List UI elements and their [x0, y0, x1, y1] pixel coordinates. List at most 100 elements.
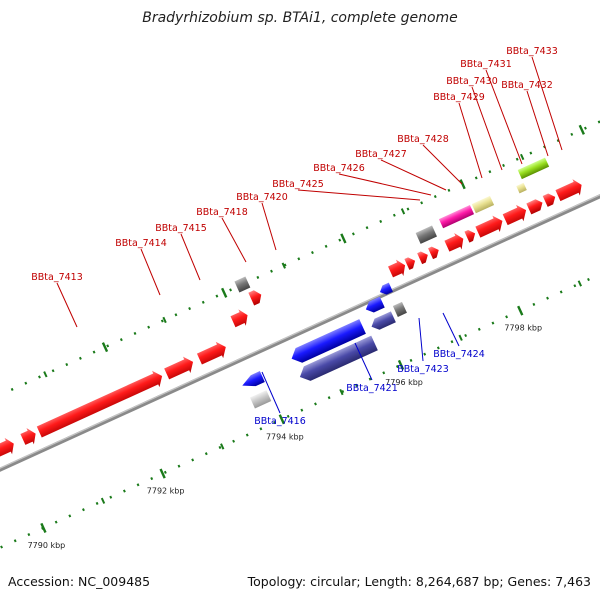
gene-label-7424[interactable]: BBta_7424 — [433, 349, 485, 360]
leader-line-7432 — [526, 90, 549, 157]
leader-line-7426 — [338, 173, 432, 196]
gene-box-khaki-small — [516, 182, 527, 194]
gene-box-gray-bbta-7420 — [234, 276, 251, 293]
gene-arrow-bbta-7431 — [475, 215, 503, 238]
gene-label-7428[interactable]: BBta_7428 — [397, 134, 449, 145]
major-ticks — [40, 124, 585, 533]
scale-labels: 7790 kbp 7792 kbp 7794 kbp 7796 kbp 7798 kbp… — [28, 324, 543, 550]
scale-tick-minor — [162, 316, 167, 324]
scale-tick — [578, 124, 585, 135]
leader-line-7427 — [380, 159, 447, 191]
gene-label-7425[interactable]: BBta_7425 — [272, 179, 324, 190]
leader-line-7421 — [354, 342, 373, 381]
scale-tick — [397, 359, 405, 370]
leader-line-7423 — [418, 317, 424, 362]
gene-arrow — [428, 246, 439, 260]
gene-arrow-bbta-7416 — [242, 371, 265, 387]
leader-line-7430 — [471, 86, 503, 171]
gene-arrow-bbta-7432 — [502, 204, 527, 226]
gene-arrow — [417, 251, 428, 265]
gene-arrow-bbta-7413 — [36, 370, 163, 438]
genome-summary: Topology: circular; Length: 8,264,687 bp… — [247, 574, 591, 589]
gene-label-7420[interactable]: BBta_7420 — [236, 192, 288, 203]
leader-line-7416 — [261, 371, 281, 414]
gene-labels-forward: BBta_7413 BBta_7414 BBta_7415 BBta_7418 BBta… — [31, 46, 558, 283]
scale-tick-minor — [281, 262, 286, 269]
gene-label-7433[interactable]: BBta_7433 — [506, 46, 558, 57]
scale-tick-minor — [43, 371, 48, 378]
genome-backbone-highlight — [0, 138, 600, 514]
scale-label: 7794 kbp — [266, 432, 304, 441]
gene-box-gray-bbta-7428 — [415, 225, 437, 244]
gene-arrow — [542, 193, 556, 207]
scale-tick — [159, 468, 166, 479]
gene-arrow-bbta-7423-a — [365, 296, 385, 313]
scale-tick-minor — [220, 443, 225, 450]
gene-label-7430[interactable]: BBta_7430 — [446, 76, 498, 87]
leader-line-7413 — [56, 282, 78, 328]
scale-tick — [340, 233, 347, 244]
scale-tick-minor — [458, 334, 463, 341]
scale-tick-minor — [577, 280, 582, 287]
scale-label: 7798 kbp — [504, 324, 542, 333]
genome-backbone — [0, 138, 600, 516]
gene-label-7427[interactable]: BBta_7427 — [355, 149, 407, 160]
scale-tick — [278, 414, 285, 425]
gene-box-lime — [517, 157, 550, 180]
gene-arrow-bbta-7421 — [291, 319, 366, 363]
leader-line-7415 — [180, 233, 201, 281]
scale-tick — [101, 342, 109, 353]
reverse-genes — [242, 282, 407, 409]
scale-tick — [221, 287, 228, 298]
gene-arrow-bbta-7424-a — [379, 282, 393, 295]
gene-arrow-bbta-7433 — [526, 199, 543, 215]
scale-tick-minor — [400, 208, 406, 215]
gene-arrow — [0, 437, 14, 458]
gene-label-7415[interactable]: BBta_7415 — [155, 223, 207, 234]
leader-line-7424 — [442, 312, 460, 347]
leader-line-7428 — [422, 144, 463, 185]
gene-arrow — [464, 229, 476, 243]
gene-label-7421[interactable]: BBta_7421 — [346, 383, 398, 394]
gene-arrow-bbta-7421-b — [299, 335, 378, 381]
scale-tick-minor — [100, 497, 106, 504]
gene-label-7431[interactable]: BBta_7431 — [460, 59, 512, 70]
leader-line-7425 — [297, 189, 421, 201]
gene-box-khaki — [471, 195, 495, 214]
scale-label: 7792 kbp — [147, 487, 185, 496]
gene-label-7432[interactable]: BBta_7432 — [501, 80, 553, 91]
scale-tick-minor — [520, 153, 525, 161]
gene-label-7423[interactable]: BBta_7423 — [397, 364, 449, 375]
gene-label-7414[interactable]: BBta_7414 — [115, 238, 167, 249]
figure-title: Bradyrhizobium sp. BTAi1, complete genom… — [142, 10, 458, 26]
gene-box-light-gray — [249, 390, 272, 409]
scale-label: 7796 kbp — [385, 378, 423, 387]
gene-label-7426[interactable]: BBta_7426 — [313, 163, 365, 174]
lower-scale-line — [0, 204, 600, 580]
gene-label-7416[interactable]: BBta_7416 — [254, 416, 306, 427]
scale-tick — [459, 179, 466, 190]
scale-tick — [40, 522, 47, 533]
gene-arrow-bbta-7430 — [444, 233, 464, 252]
gene-arrow-bbta-7415 — [196, 341, 226, 365]
gene-label-7418[interactable]: BBta_7418 — [196, 207, 248, 218]
gene-arrow — [404, 257, 416, 270]
scale-label: 7790 kbp — [28, 541, 66, 550]
gene-arrow-bbta-7429 — [388, 259, 406, 278]
gene-arrow-bbta-7414 — [164, 356, 194, 380]
scale-tick-minor — [339, 388, 344, 396]
leader-line-7431 — [485, 69, 523, 165]
leader-line-7433 — [531, 56, 563, 151]
gene-label-7413[interactable]: BBta_7413 — [31, 272, 83, 283]
gene-box-gray-bbta-7424 — [392, 301, 407, 317]
gene-box-magenta — [438, 204, 475, 229]
accession-text: Accession: NC_009485 — [8, 574, 151, 589]
scale-tick — [517, 305, 524, 316]
leader-line-7414 — [140, 248, 161, 296]
gene-label-7429[interactable]: BBta_7429 — [433, 92, 485, 103]
leader-line-7420 — [261, 202, 277, 251]
gene-labels-reverse: BBta_7416 BBta_7421 BBta_7423 BBta_7424 — [254, 349, 485, 427]
gene-arrow-bbta-7418 — [230, 309, 248, 328]
gene-arrow — [555, 179, 582, 202]
